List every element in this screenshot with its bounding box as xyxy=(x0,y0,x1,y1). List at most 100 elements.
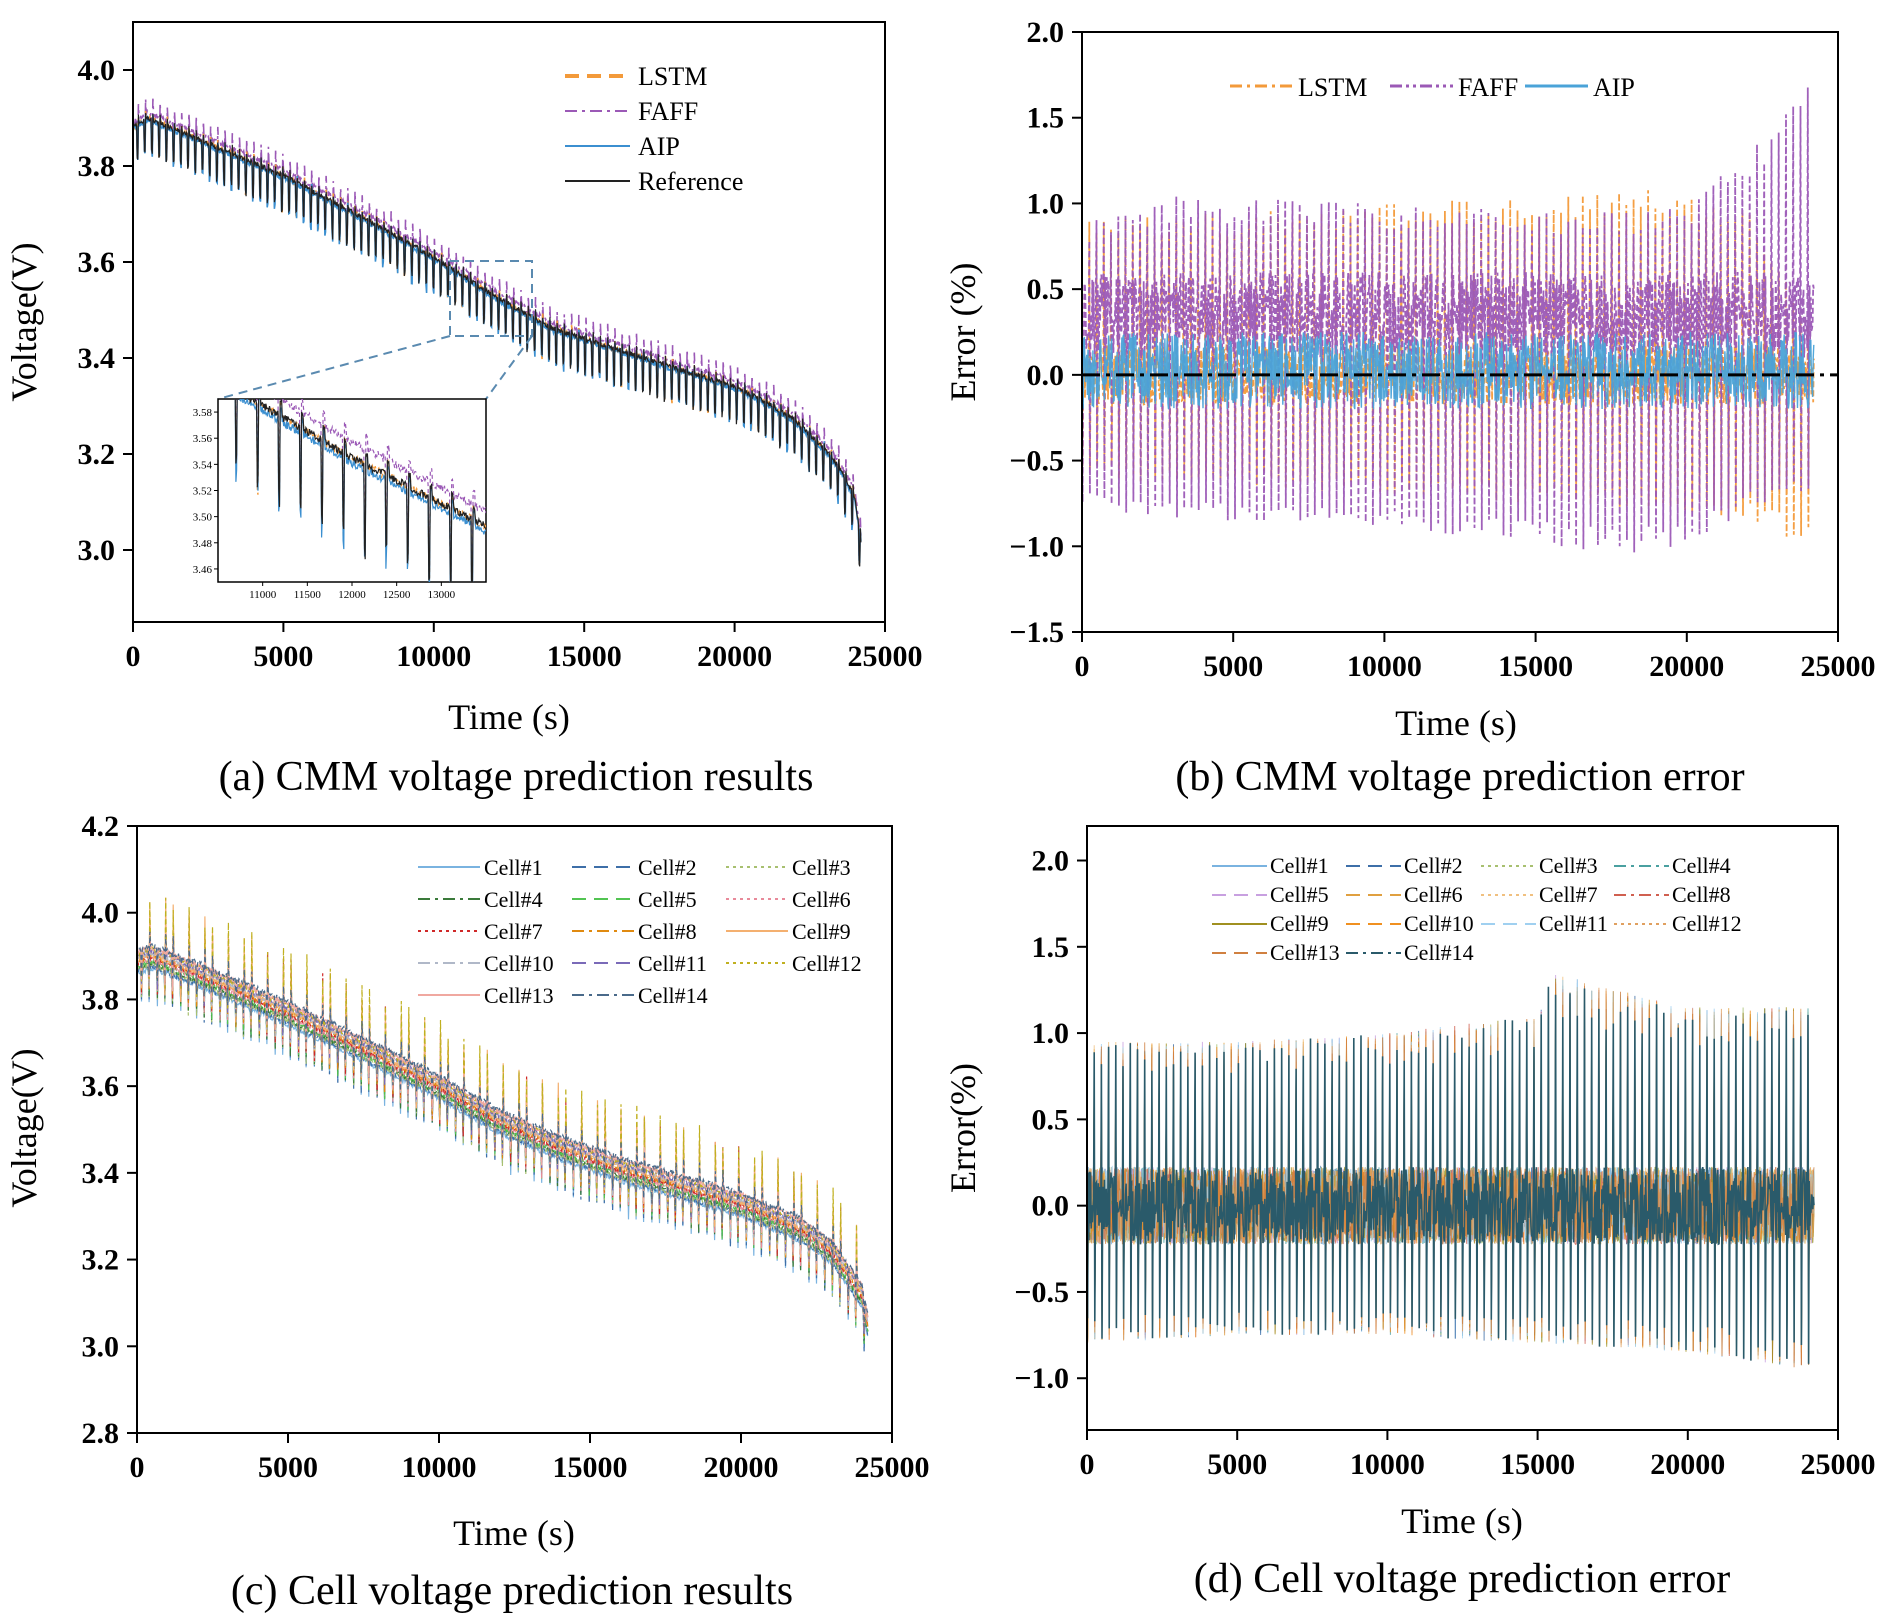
panel-b-ytick-label: 0.0 xyxy=(1027,359,1065,392)
panel-a-xtick-label: 20000 xyxy=(697,640,772,673)
panel-d-caption: (d) Cell voltage prediction error xyxy=(1194,1556,1730,1602)
panel-b-legend-label-lstm: LSTM xyxy=(1298,73,1367,102)
panel-a-cmm-voltage-results: 0 5000 10000 15000 20000 25000 3.0 3.2 3.4 3.6 3.8… xyxy=(4,21,923,800)
panel-a-zoom-connector-left xyxy=(217,335,451,400)
panel-d-xtick-label: 25000 xyxy=(1801,1448,1876,1481)
panel-c-ylabel: Voltage(V) xyxy=(4,1048,44,1207)
panel-a-series-reference xyxy=(133,113,862,567)
panel-c-xtick-label: 25000 xyxy=(855,1451,930,1484)
panel-d-legend-label-cell7: Cell#7 xyxy=(1539,882,1598,907)
panel-a-ytick-label: 4.0 xyxy=(78,54,116,87)
panel-a-legend-label-lstm: LSTM xyxy=(638,62,707,91)
panel-d-legend-label-cell9: Cell#9 xyxy=(1270,911,1329,936)
panel-d-series-cell14 xyxy=(1087,986,1815,1364)
panel-a-inset: 11000 11500 12000 12500 13000 3.46 3.48 3.50 3.5… xyxy=(193,398,487,601)
panel-a-inset-series-aip xyxy=(234,399,486,582)
panel-b-series-faff xyxy=(1082,87,1815,553)
panel-a-ytick-label: 3.2 xyxy=(78,438,116,471)
panel-d-legend-label-cell1: Cell#1 xyxy=(1270,853,1329,878)
panel-c-xlabel: Time (s) xyxy=(453,1513,575,1553)
panel-c-legend-label-cell13: Cell#13 xyxy=(484,983,554,1008)
panel-d-legend-label-cell6: Cell#6 xyxy=(1404,882,1463,907)
panel-a-inset-xtick-label: 12000 xyxy=(338,589,366,601)
panel-c-xtick-label: 15000 xyxy=(553,1451,628,1484)
panel-d-xtick-label: 20000 xyxy=(1650,1448,1725,1481)
panel-a-xtick-label: 0 xyxy=(126,640,141,673)
panel-a-xtick-label: 15000 xyxy=(547,640,622,673)
panel-c-xtick-label: 5000 xyxy=(258,1451,318,1484)
panel-a-inset-xtick-label: 12500 xyxy=(383,589,411,601)
panel-d-legend-label-cell11: Cell#11 xyxy=(1539,911,1608,936)
panel-b-ytick-label: 0.5 xyxy=(1027,273,1065,306)
panel-c-legend-label-cell9: Cell#9 xyxy=(792,919,851,944)
panel-a-legend: LSTM FAFF AIP Reference xyxy=(565,62,743,196)
panel-b-ytick-label: 1.0 xyxy=(1027,187,1065,220)
panel-a-inset-ytick-label: 3.58 xyxy=(193,407,213,419)
panel-a-plot-frame xyxy=(132,21,886,623)
panel-b-ytick-label: −0.5 xyxy=(1009,445,1064,478)
panel-c-ytick-label: 2.8 xyxy=(82,1417,120,1450)
panel-d-ytick-label: 0.5 xyxy=(1032,1103,1070,1136)
panel-a-ytick-label: 3.8 xyxy=(78,150,116,183)
panel-b-xlabel: Time (s) xyxy=(1395,703,1517,743)
panel-b-caption: (b) CMM voltage prediction error xyxy=(1175,754,1744,800)
panel-d-cell-voltage-error: 0 5000 10000 15000 20000 25000 −1.0 −0.5 0.0 0.5 1… xyxy=(943,825,1876,1602)
panel-c-legend-label-cell2: Cell#2 xyxy=(638,855,697,880)
panel-c-legend-label-cell3: Cell#3 xyxy=(792,855,851,880)
panel-b-ylabel: Error (%) xyxy=(943,263,983,402)
panel-d-ytick-label: 1.0 xyxy=(1032,1017,1070,1050)
panel-b-legend: LSTM FAFF AIP xyxy=(1230,73,1635,102)
panel-d-xtick-label: 10000 xyxy=(1350,1448,1425,1481)
panel-b-xtick-label: 15000 xyxy=(1498,650,1573,683)
panel-c-caption: (c) Cell voltage prediction results xyxy=(231,1568,793,1614)
panel-d-xtick-label: 0 xyxy=(1080,1448,1095,1481)
panel-c-xtick-label: 20000 xyxy=(704,1451,779,1484)
panel-c-legend-label-cell10: Cell#10 xyxy=(484,951,554,976)
panel-c-legend: Cell#1 Cell#2 Cell#3 Cell#4 Cell#5 Cell#6 Cell… xyxy=(418,855,862,1008)
panel-b-xtick-label: 10000 xyxy=(1347,650,1422,683)
panel-a-inset-ytick-label: 3.50 xyxy=(193,512,213,524)
panel-a-inset-ytick-label: 3.56 xyxy=(193,433,213,445)
panel-b-legend-label-aip: AIP xyxy=(1593,73,1635,102)
panel-a-inset-xtick-label: 11000 xyxy=(249,589,277,601)
panel-d-legend-label-cell14: Cell#14 xyxy=(1404,940,1474,965)
panel-c-xtick-label: 10000 xyxy=(402,1451,477,1484)
panel-a-inset-xtick-label: 11500 xyxy=(294,589,322,601)
panel-a-xtick-label: 5000 xyxy=(253,640,313,673)
panel-c-ytick-label: 3.8 xyxy=(82,983,120,1016)
panel-a-caption: (a) CMM voltage prediction results xyxy=(219,754,814,800)
panel-a-legend-label-faff: FAFF xyxy=(638,97,698,126)
panel-b-ytick-label: −1.0 xyxy=(1009,530,1064,563)
panel-d-legend-label-cell10: Cell#10 xyxy=(1404,911,1474,936)
panel-c-ytick-label: 3.4 xyxy=(82,1157,120,1190)
panel-a-inset-ytick-label: 3.46 xyxy=(193,564,213,576)
panel-b-xtick-label: 25000 xyxy=(1801,650,1876,683)
panel-d-ytick-label: 1.5 xyxy=(1032,931,1070,964)
panel-a-legend-label-aip: AIP xyxy=(638,132,680,161)
panel-c-legend-label-cell4: Cell#4 xyxy=(484,887,543,912)
panel-b-xtick-label: 5000 xyxy=(1203,650,1263,683)
panel-c-xtick-label: 0 xyxy=(130,1451,145,1484)
panel-c-legend-label-cell11: Cell#11 xyxy=(638,951,707,976)
panel-b-ytick-label: 1.5 xyxy=(1027,102,1065,135)
panel-c-plot-frame xyxy=(136,825,893,1434)
panel-c-legend-label-cell8: Cell#8 xyxy=(638,919,697,944)
panel-d-legend-label-cell13: Cell#13 xyxy=(1270,940,1340,965)
panel-c-series-cell14 xyxy=(137,931,869,1327)
panel-a-zoom-box xyxy=(449,260,533,337)
panel-a-inset-series-reference xyxy=(234,399,486,582)
panel-a-inset-ytick-label: 3.52 xyxy=(193,486,212,498)
panel-c-ytick-label: 3.0 xyxy=(82,1330,120,1363)
panel-c-ytick-label: 3.6 xyxy=(82,1070,120,1103)
panel-d-ytick-label: 0.0 xyxy=(1032,1190,1070,1223)
panel-c-cell-voltage-results: 0 5000 10000 15000 20000 25000 2.8 3.0 3.2 3.4 3.6… xyxy=(4,810,930,1614)
panel-a-ytick-label: 3.6 xyxy=(78,246,116,279)
panel-b-ytick-label: −1.5 xyxy=(1009,616,1064,649)
panel-c-legend-label-cell14: Cell#14 xyxy=(638,983,708,1008)
panel-d-xlabel: Time (s) xyxy=(1401,1501,1523,1541)
panel-d-xtick-label: 5000 xyxy=(1207,1448,1267,1481)
panel-b-series-aip xyxy=(1082,331,1815,410)
panel-b-xtick-label: 0 xyxy=(1075,650,1090,683)
panel-c-ytick-label: 3.2 xyxy=(82,1244,120,1277)
panel-a-ylabel: Voltage(V) xyxy=(4,242,44,401)
